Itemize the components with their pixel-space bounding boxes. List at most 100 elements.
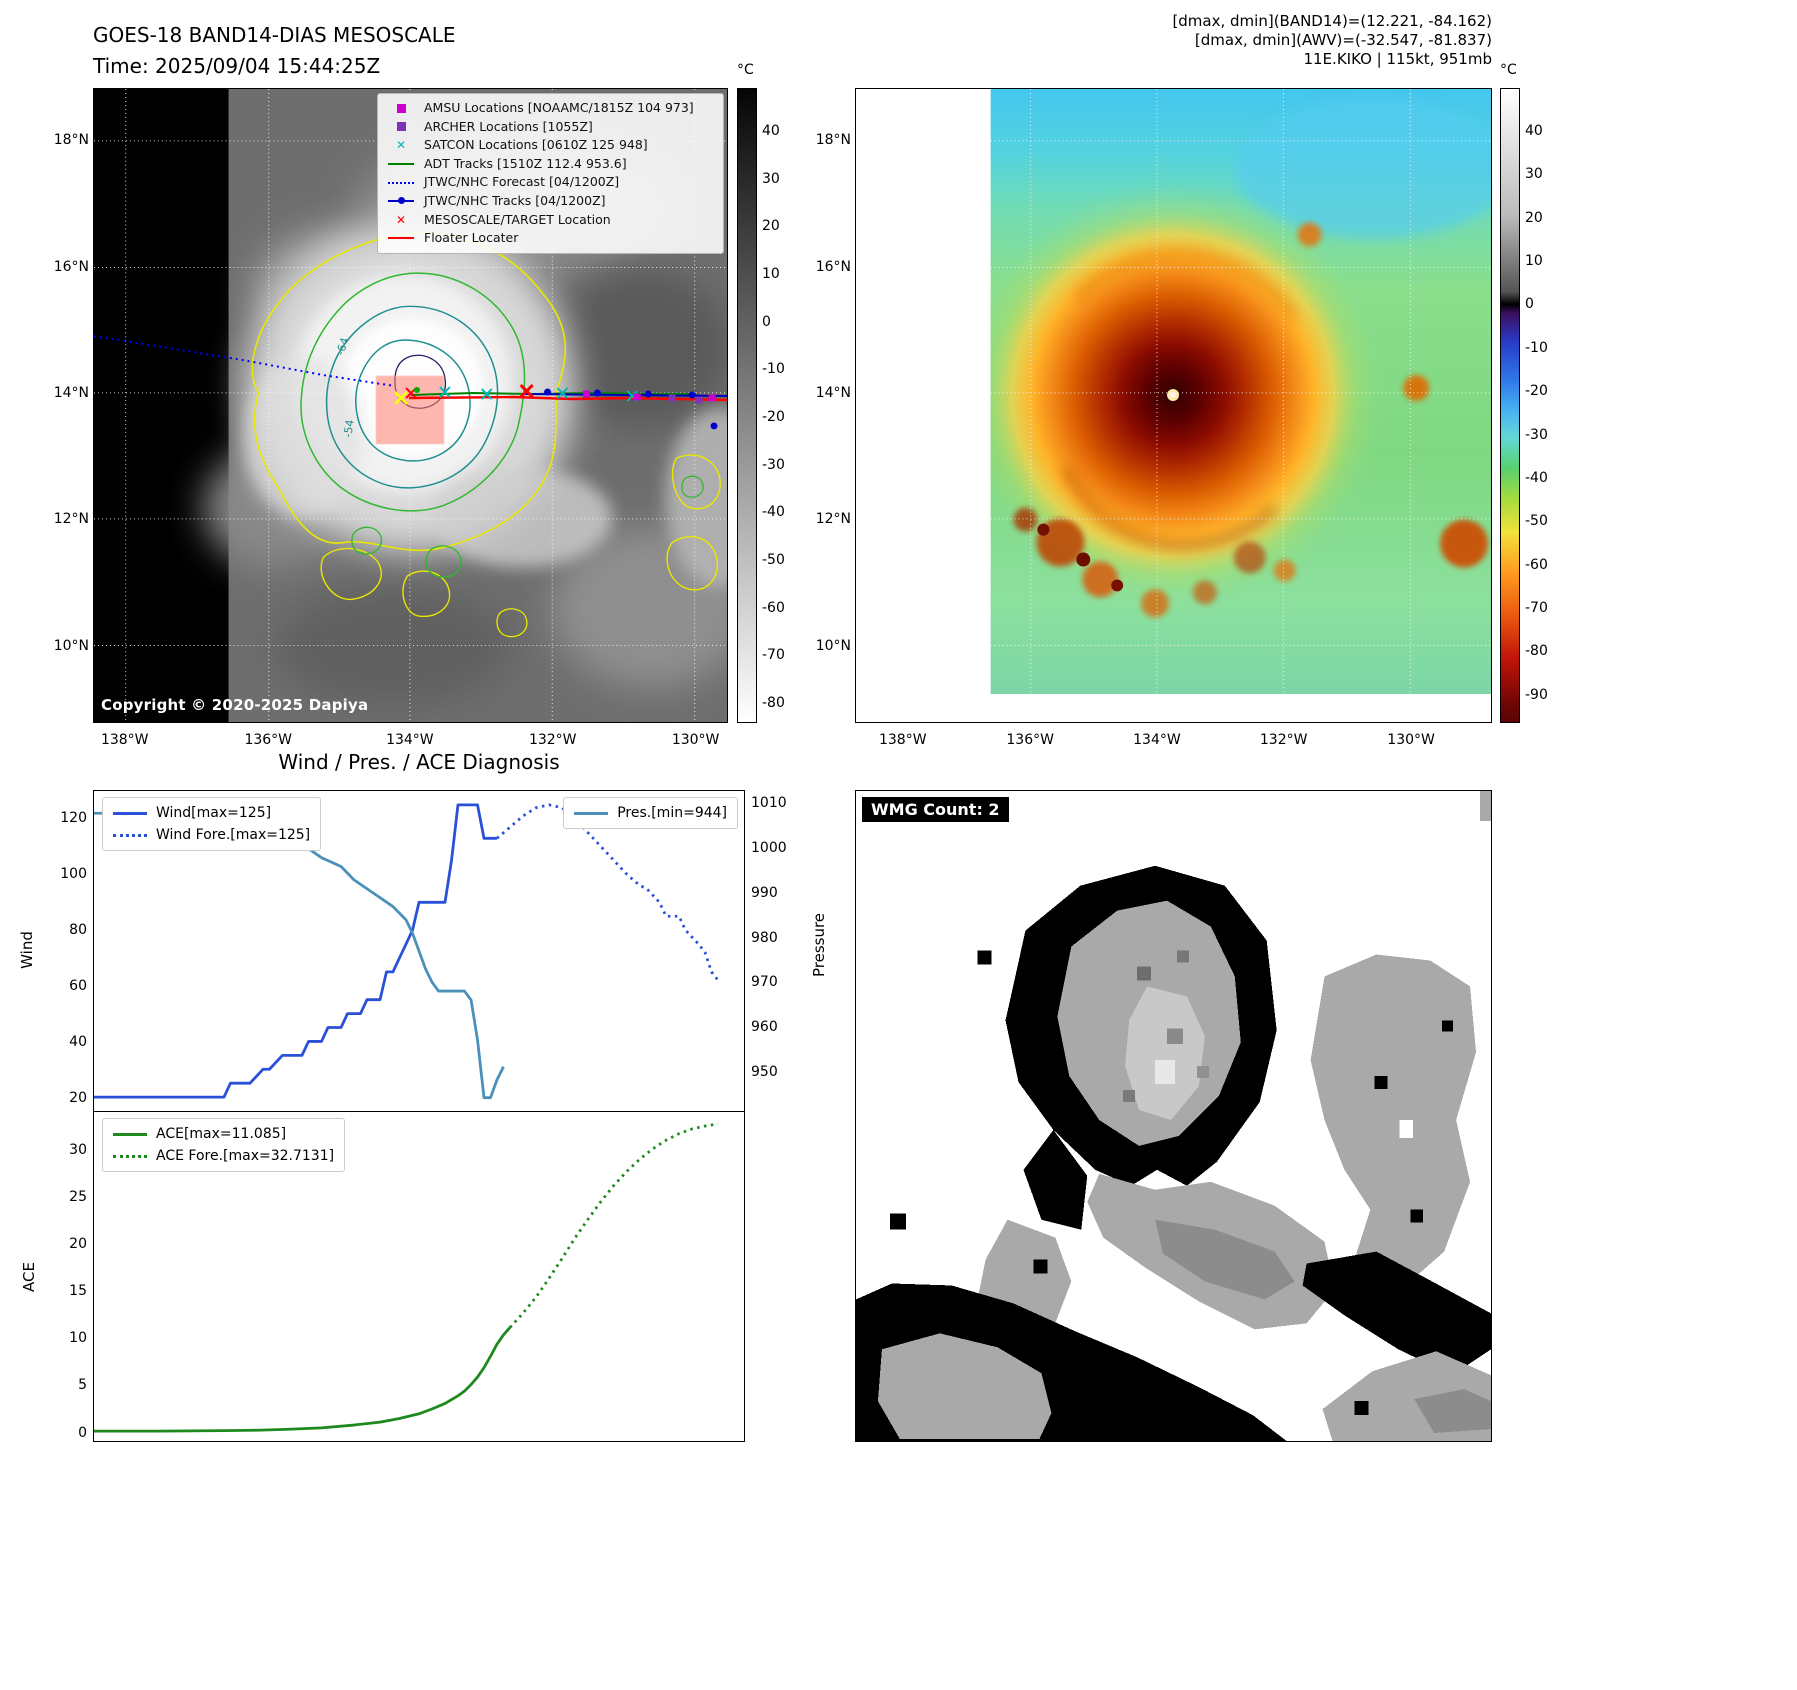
awv-map	[855, 88, 1492, 723]
colorbar-tick: -10	[1525, 339, 1548, 356]
satcon-x	[556, 387, 569, 399]
colorbar-tick: -60	[1525, 556, 1548, 573]
ace-plot-area	[94, 1122, 719, 1433]
y-tick: 0	[78, 1424, 87, 1441]
lon-tick: 130°W	[1387, 732, 1435, 748]
floater-locater-line	[408, 395, 727, 402]
legend-item-label: JTWC/NHC Tracks [04/1200Z]	[424, 192, 606, 208]
line-marker-icon	[386, 163, 416, 166]
lat-tick: 14°N	[815, 384, 851, 401]
legend-line-sample	[113, 833, 147, 837]
legend-item: ACE Fore.[max=32.7131]	[113, 1145, 334, 1167]
y-tick: 60	[69, 978, 87, 994]
lon-tick: 136°W	[244, 732, 293, 748]
band14-legend: AMSU Locations [NOAAMC/1815Z 104 973] ARC…	[377, 93, 724, 254]
wind-axis-label: Wind	[17, 931, 36, 969]
y-tick: 15	[69, 1283, 87, 1300]
y-tick: 40	[69, 1034, 87, 1050]
satcon-x	[439, 386, 451, 398]
jtwc-dot	[544, 388, 552, 396]
lon-tick: 134°W	[386, 732, 434, 748]
lat-tick: 18°N	[815, 132, 851, 149]
colorbar-tick: -30	[762, 456, 785, 473]
y-tick: 970	[751, 974, 778, 991]
colorbar-tick: 10	[1525, 253, 1543, 270]
archer-square	[695, 396, 703, 404]
track-markers	[394, 384, 718, 430]
y-tick: 30	[69, 1141, 87, 1158]
awv-colorbar-unit: °C	[1500, 62, 1517, 78]
ace-legend: ACE[max=11.085] ACE Fore.[max=32.7131]	[102, 1118, 346, 1172]
wmg-panel: WMG Count: 2	[855, 790, 1492, 1442]
amsu-square	[582, 390, 590, 398]
legend-item-label: ARCHER Locations [1055Z]	[424, 118, 593, 134]
lat-tick: 18°N	[53, 132, 89, 149]
y-tick: 10	[69, 1330, 87, 1347]
y-tick: 80	[69, 922, 87, 938]
lon-tick: 132°W	[528, 732, 577, 748]
diagnosis-title: Wind / Pres. / ACE Diagnosis	[278, 750, 560, 774]
contour-label: -64	[334, 336, 352, 357]
contour-label: -54	[341, 419, 356, 439]
colorbar-tick: 30	[762, 170, 780, 187]
awv-storm-info: 11E.KIKO | 115kt, 951mb	[1303, 50, 1492, 68]
wmg-count-label: WMG Count: 2	[862, 797, 1009, 822]
jtwc-dot	[710, 422, 718, 430]
archer-square	[668, 394, 676, 402]
legend-item: AMSU Locations [NOAAMC/1815Z 104 973]	[386, 99, 715, 118]
lon-tick: 130°W	[671, 732, 720, 748]
band14-title: GOES-18 BAND14-DIAS MESOSCALE	[93, 23, 456, 47]
awv-color-field	[990, 89, 1491, 695]
line-marker-icon	[386, 237, 416, 240]
colorbar-tick: 40	[762, 122, 780, 139]
colorbar-tick: -40	[1525, 469, 1548, 486]
wind-pressure-chart: Wind[max=125] Wind Fore.[max=125] Pres.[m…	[93, 790, 745, 1112]
jtwc-dot	[644, 390, 652, 398]
lat-tick: 10°N	[53, 638, 89, 655]
wmg-bottom-bands	[856, 1251, 1491, 1441]
colorbar-tick: -80	[762, 694, 785, 711]
square-marker-icon	[386, 103, 416, 113]
lon-tick: 138°W	[878, 732, 927, 748]
amsu-square	[708, 394, 716, 402]
awv-header-awv: [dmax, dmin](AWV)=(-32.547, -81.837)	[1194, 31, 1492, 49]
adt-dot	[413, 387, 420, 394]
colorbar-tick: -40	[762, 504, 785, 521]
legend-line-sample	[113, 811, 147, 815]
legend-item-label: Floater Locater	[424, 230, 519, 246]
y-tick: 990	[751, 884, 778, 901]
lat-tick: 16°N	[815, 259, 851, 276]
lon-tick: 138°W	[100, 732, 149, 748]
y-tick: 25	[69, 1188, 87, 1205]
lat-tick: 16°N	[53, 259, 89, 276]
colorbar-tick: -50	[1525, 513, 1548, 530]
y-tick: 20	[69, 1090, 87, 1106]
colorbar-tick: 30	[1525, 166, 1543, 183]
y-tick: 960	[751, 1019, 778, 1036]
legend-item-label: SATCON Locations [0610Z 125 948]	[424, 137, 648, 153]
legend-line-sample	[574, 811, 609, 815]
legend-item: JTWC/NHC Tracks [04/1200Z]	[386, 192, 715, 211]
lat-tick: 10°N	[815, 638, 851, 655]
legend-item-label: AMSU Locations [NOAAMC/1815Z 104 973]	[424, 100, 694, 115]
colorbar-tick: 40	[1525, 122, 1543, 139]
square-marker-icon	[386, 122, 416, 132]
x-marker-icon: ✕	[395, 138, 407, 153]
colorbar-tick: -90	[1525, 686, 1548, 703]
y-tick: 980	[751, 929, 778, 946]
legend-item-label: MESOSCALE/TARGET Location	[424, 211, 611, 227]
legend-line-sample	[113, 1154, 147, 1158]
legend-line-sample	[113, 1132, 147, 1136]
colorbar-tick: 0	[762, 313, 771, 330]
wmg-image	[856, 791, 1491, 1441]
wmg-gray-bands	[889, 950, 1477, 1350]
temperature-contours	[251, 232, 721, 638]
legend-item: Floater Locater	[386, 229, 715, 248]
y-tick: 950	[751, 1063, 778, 1080]
colorbar-tick: -20	[762, 408, 785, 425]
line-dot-marker-icon	[386, 197, 416, 205]
legend-item: Pres.[min=944]	[574, 802, 727, 824]
ace-chart: ACE[max=11.085] ACE Fore.[max=32.7131]	[93, 1112, 745, 1442]
legend-item: Wind[max=125]	[113, 802, 310, 824]
